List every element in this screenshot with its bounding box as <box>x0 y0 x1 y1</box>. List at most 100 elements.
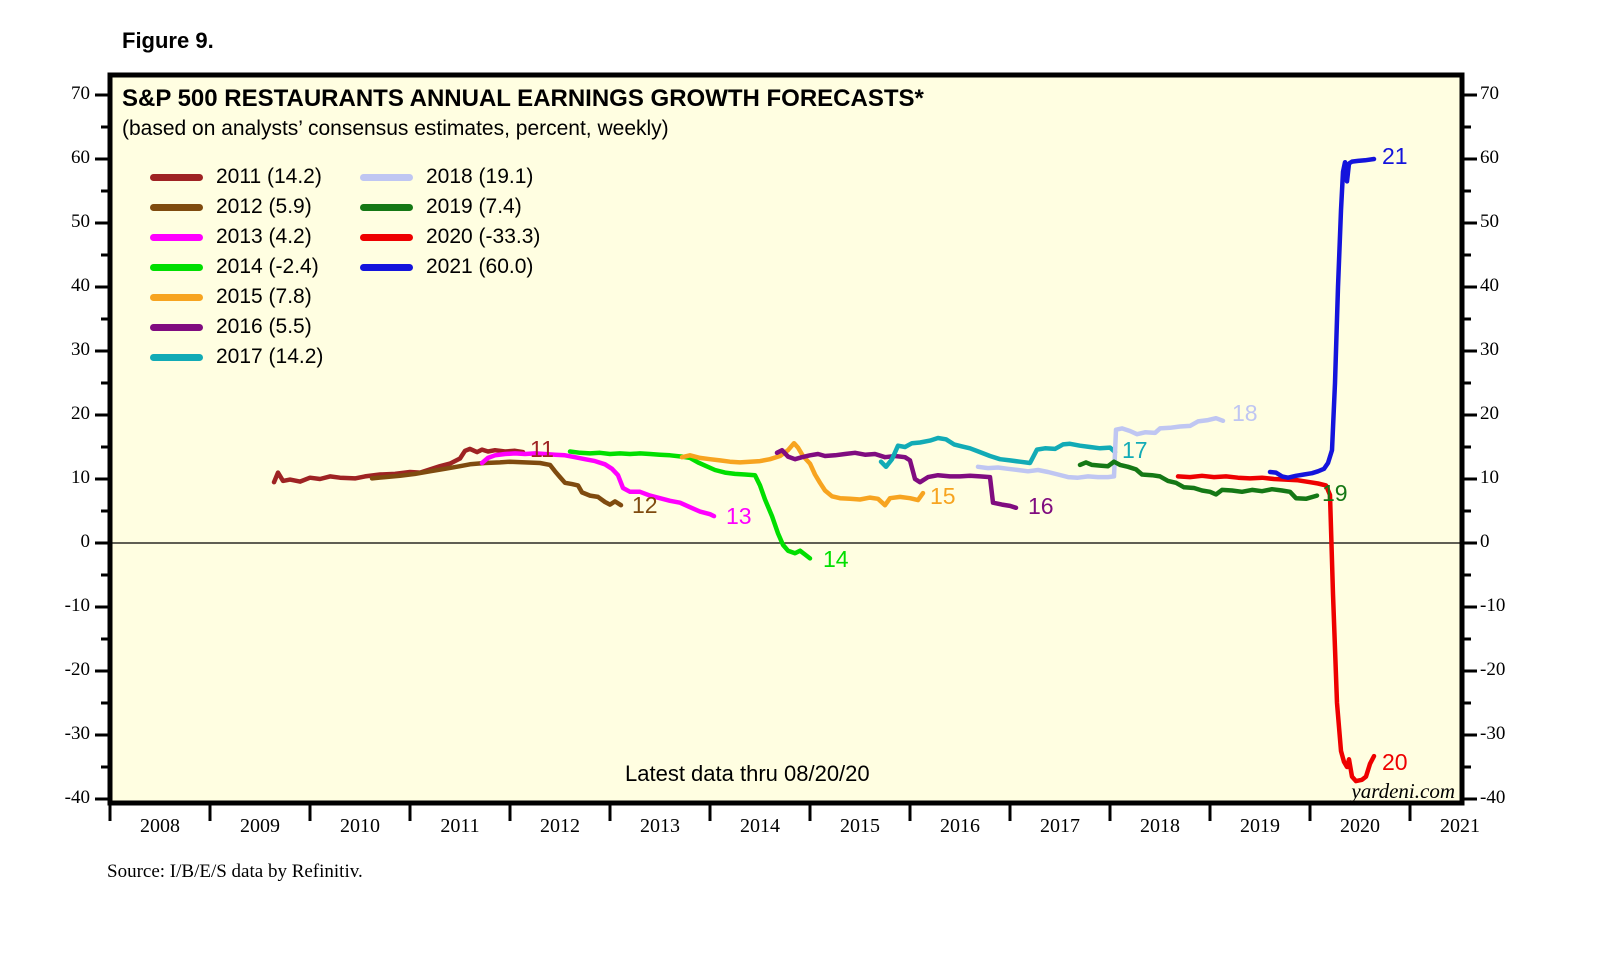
legend-label-2021: 2021 (60.0) <box>426 255 534 278</box>
series-end-label-2014: 14 <box>823 545 849 572</box>
legend-label-2020: 2020 (-33.3) <box>426 225 541 248</box>
series-line-2012 <box>369 459 624 508</box>
legend-label-2019: 2019 (7.4) <box>426 195 522 218</box>
y-tick-label-left--10: -10 <box>64 595 90 616</box>
legend-swatch-2012 <box>150 203 203 211</box>
series-end-label-2019: 19 <box>1322 480 1348 507</box>
x-tick-label-2016: 2016 <box>940 815 980 837</box>
legend-item-2017: 2017 (14.2) <box>150 342 323 372</box>
x-tick-label-2014: 2014 <box>740 815 780 837</box>
legend-item-2016: 2016 (5.5) <box>150 312 312 342</box>
x-tick-label-2013: 2013 <box>640 815 680 837</box>
legend-swatch-2011 <box>150 173 203 181</box>
legend-label-2011: 2011 (14.2) <box>216 165 322 188</box>
y-tick-label-left-40: 40 <box>71 275 90 296</box>
x-tick-label-2020: 2020 <box>1340 815 1380 837</box>
y-tick-label-left--20: -20 <box>64 659 90 680</box>
y-tick-label-right--20: -20 <box>1480 659 1506 680</box>
series-end-label-2018: 18 <box>1232 399 1258 426</box>
legend-label-2018: 2018 (19.1) <box>426 165 534 188</box>
legend-swatch-2013 <box>150 233 203 241</box>
series-end-label-2015: 15 <box>930 482 956 509</box>
y-tick-label-left-0: 0 <box>80 531 91 552</box>
series-end-label-2021: 21 <box>1382 143 1408 170</box>
series-line-2017 <box>878 435 1118 470</box>
legend-item-2013: 2013 (4.2) <box>150 222 312 252</box>
legend-item-2019: 2019 (7.4) <box>360 192 522 222</box>
watermark-yardeni: yardeni.com <box>1351 779 1455 803</box>
x-tick-label-2018: 2018 <box>1140 815 1180 837</box>
series-line-2018 <box>975 415 1226 480</box>
series-end-label-2013: 13 <box>726 502 752 529</box>
legend-item-2018: 2018 (19.1) <box>360 162 533 192</box>
plot-area <box>107 72 1465 806</box>
legend-item-2012: 2012 (5.9) <box>150 192 312 222</box>
legend-label-2017: 2017 (14.2) <box>216 345 324 368</box>
legend-swatch-2020 <box>360 233 413 241</box>
y-tick-label-right-10: 10 <box>1480 467 1499 488</box>
x-tick-label-2011: 2011 <box>440 815 480 837</box>
legend-swatch-2015 <box>150 293 203 301</box>
legend-item-2014: 2014 (-2.4) <box>150 252 319 282</box>
axis-ticks <box>95 93 1477 821</box>
series-end-label-2011: 11 <box>530 435 554 462</box>
y-tick-label-left-60: 60 <box>71 147 90 168</box>
legend-label-2015: 2015 (7.8) <box>216 285 312 308</box>
x-tick-label-2008: 2008 <box>140 815 180 837</box>
source-line: Source: I/B/E/S data by Refinitiv. <box>107 861 363 882</box>
x-tick-label-2017: 2017 <box>1040 815 1080 837</box>
series-line-2013 <box>479 451 717 519</box>
y-tick-label-right-60: 60 <box>1480 147 1499 168</box>
series-line-2014 <box>567 449 813 561</box>
series-line-2016 <box>774 447 1019 511</box>
latest-data-note: Latest data thru 08/20/20 <box>625 761 870 786</box>
series-end-label-2016: 16 <box>1028 493 1054 520</box>
y-tick-label-right-30: 30 <box>1480 339 1499 360</box>
x-tick-label-2009: 2009 <box>240 815 280 837</box>
series-end-label-2012: 12 <box>632 491 658 518</box>
x-tick-label-2012: 2012 <box>540 815 580 837</box>
legend-swatch-2021 <box>360 263 413 271</box>
x-tick-label-2010: 2010 <box>340 815 380 837</box>
legend-label-2016: 2016 (5.5) <box>216 315 312 338</box>
y-tick-label-right--40: -40 <box>1480 787 1506 808</box>
x-tick-label-2021: 2021 <box>1440 815 1480 837</box>
y-tick-label-right-50: 50 <box>1480 211 1499 232</box>
series-line-2020 <box>1175 473 1377 784</box>
y-tick-label-left-50: 50 <box>71 211 90 232</box>
legend-label-2012: 2012 (5.9) <box>216 195 312 218</box>
y-tick-label-right-0: 0 <box>1480 531 1490 552</box>
legend-swatch-2014 <box>150 263 203 271</box>
series-end-label-2020: 20 <box>1382 748 1408 775</box>
y-tick-label-left-10: 10 <box>71 467 90 488</box>
legend-swatch-2018 <box>360 173 413 181</box>
y-tick-label-left-20: 20 <box>71 403 90 424</box>
y-tick-label-right--30: -30 <box>1480 723 1506 744</box>
y-tick-label-left-70: 70 <box>71 83 90 104</box>
chart-title: S&P 500 RESTAURANTS ANNUAL EARNINGS GROW… <box>122 85 924 112</box>
legend-swatch-2016 <box>150 323 203 331</box>
legend-item-2020: 2020 (-33.3) <box>360 222 540 252</box>
chart-subtitle: (based on analysts’ consensus estimates,… <box>122 117 669 140</box>
legend-item-2011: 2011 (14.2) <box>150 162 322 192</box>
y-tick-label-right-20: 20 <box>1480 403 1499 424</box>
legend-label-2014: 2014 (-2.4) <box>216 255 319 278</box>
y-tick-label-right-70: 70 <box>1480 83 1499 104</box>
legend-item-2021: 2021 (60.0) <box>360 252 533 282</box>
x-tick-label-2015: 2015 <box>840 815 880 837</box>
y-tick-label-left--30: -30 <box>64 723 90 744</box>
legend-label-2013: 2013 (4.2) <box>216 225 312 248</box>
series-line-2015 <box>679 440 926 508</box>
y-tick-label-left-30: 30 <box>71 339 90 360</box>
y-tick-label-left--40: -40 <box>64 787 90 808</box>
series-line-2019 <box>1077 459 1320 502</box>
legend-swatch-2017 <box>150 353 203 361</box>
x-tick-label-2019: 2019 <box>1240 815 1280 837</box>
legend-swatch-2019 <box>360 203 413 211</box>
y-tick-label-right--10: -10 <box>1480 595 1506 616</box>
series-end-label-2017: 17 <box>1122 437 1148 464</box>
legend-item-2015: 2015 (7.8) <box>150 282 312 312</box>
y-tick-label-right-40: 40 <box>1480 275 1499 296</box>
series-line-2021 <box>1267 156 1377 480</box>
